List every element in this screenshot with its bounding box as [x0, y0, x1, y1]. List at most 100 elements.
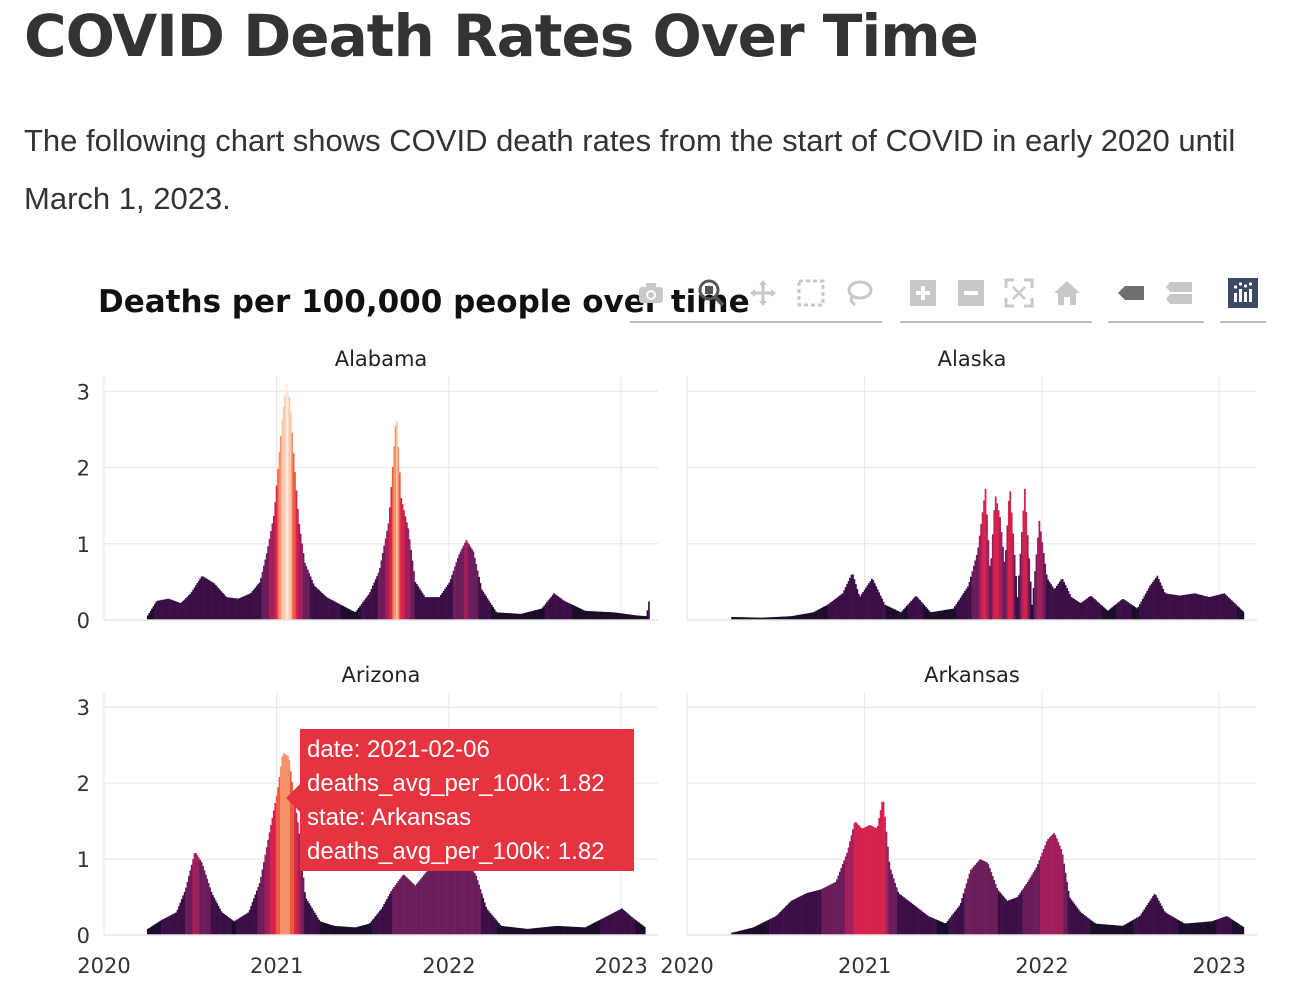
bar — [825, 605, 828, 620]
bar — [935, 919, 937, 935]
autoscale-icon[interactable] — [1000, 274, 1038, 312]
bar — [910, 601, 913, 620]
pan-icon[interactable] — [744, 274, 782, 312]
bar — [454, 566, 456, 620]
bar — [391, 888, 394, 935]
bar — [1176, 595, 1179, 620]
bar — [475, 875, 478, 935]
bar — [1073, 903, 1076, 935]
bar — [304, 562, 306, 620]
bar — [271, 817, 274, 935]
bar — [926, 915, 929, 935]
bar — [319, 921, 322, 935]
bar — [1195, 593, 1198, 620]
zoom-in-icon[interactable] — [904, 274, 942, 312]
bar — [263, 565, 265, 620]
bar — [587, 611, 589, 620]
bar — [458, 554, 461, 620]
bar — [1038, 520, 1041, 620]
bar — [1035, 867, 1038, 935]
bar — [1185, 594, 1188, 620]
box-select-icon[interactable] — [792, 274, 830, 312]
bar — [465, 862, 468, 935]
bar — [441, 592, 444, 620]
bar — [537, 609, 540, 620]
zoom-out-icon[interactable] — [952, 274, 990, 312]
bar — [493, 917, 496, 935]
bar — [1045, 574, 1048, 620]
bar — [253, 589, 255, 620]
bar — [878, 592, 881, 620]
bar — [527, 611, 530, 620]
bar — [956, 601, 959, 620]
bar — [197, 580, 200, 620]
bar — [972, 866, 975, 935]
bar — [954, 911, 956, 935]
bar — [329, 924, 332, 935]
bar — [529, 928, 531, 935]
bar — [921, 603, 924, 620]
bar — [930, 917, 933, 935]
bar — [631, 917, 633, 935]
bar — [410, 881, 412, 935]
bar — [1155, 577, 1157, 620]
facet-title: Alaska — [938, 347, 1007, 371]
bar — [519, 928, 521, 935]
home-icon[interactable] — [1048, 274, 1086, 312]
bar — [264, 854, 267, 935]
bar — [1127, 922, 1130, 935]
bar — [1242, 611, 1245, 620]
bar — [616, 612, 619, 620]
zoom-icon[interactable] — [692, 274, 730, 312]
spike-compare-icon[interactable] — [1160, 274, 1198, 312]
bar — [1216, 919, 1218, 935]
bar — [754, 617, 757, 620]
bar — [833, 599, 835, 620]
bar — [809, 612, 812, 620]
bar — [178, 906, 180, 935]
bar — [325, 596, 328, 620]
bar — [951, 608, 953, 620]
camera-icon[interactable] — [632, 274, 670, 312]
bar — [760, 617, 763, 620]
bar — [490, 604, 493, 620]
bar — [158, 921, 160, 935]
bar — [379, 910, 381, 935]
bar — [897, 610, 899, 620]
bar — [821, 607, 824, 620]
bar — [540, 608, 543, 620]
bar — [758, 617, 761, 620]
bar — [407, 528, 410, 620]
bar — [516, 613, 519, 620]
bar — [1067, 591, 1070, 620]
bar — [408, 539, 411, 620]
bar — [264, 559, 267, 620]
bar — [551, 926, 554, 935]
bar — [363, 925, 366, 935]
bar — [1037, 864, 1039, 935]
plotly-logo-icon[interactable] — [1224, 274, 1262, 312]
bar — [311, 908, 313, 935]
spike-closest-icon[interactable] — [1112, 274, 1150, 312]
bar — [1220, 594, 1223, 620]
bar — [236, 598, 238, 620]
bar — [325, 923, 328, 935]
bar — [411, 882, 414, 935]
bar — [507, 926, 510, 935]
bar — [614, 912, 616, 935]
bar — [527, 928, 530, 935]
bar — [231, 597, 234, 620]
bar — [299, 533, 302, 620]
bar — [787, 616, 790, 620]
bar — [598, 920, 601, 935]
bar — [641, 924, 643, 935]
tooltip-value-repeat: deaths_avg_per_100k: 1.82 — [307, 838, 605, 865]
lasso-icon[interactable] — [840, 274, 878, 312]
bar — [547, 600, 550, 620]
bar — [1131, 605, 1134, 620]
bar — [911, 599, 914, 620]
bar — [997, 890, 1000, 935]
bar — [1169, 594, 1172, 620]
bar — [910, 902, 913, 935]
bar — [1220, 917, 1223, 935]
